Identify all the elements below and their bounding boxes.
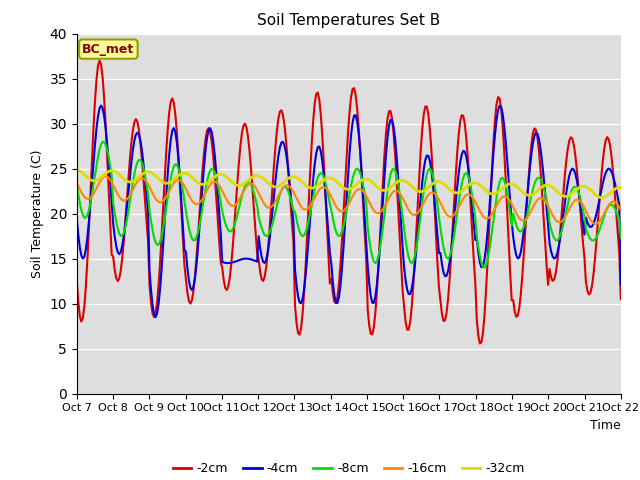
Y-axis label: Soil Temperature (C): Soil Temperature (C) xyxy=(31,149,44,278)
Legend: -2cm, -4cm, -8cm, -16cm, -32cm: -2cm, -4cm, -8cm, -16cm, -32cm xyxy=(168,457,530,480)
X-axis label: Time: Time xyxy=(590,419,621,432)
Text: BC_met: BC_met xyxy=(82,43,134,56)
Title: Soil Temperatures Set B: Soil Temperatures Set B xyxy=(257,13,440,28)
